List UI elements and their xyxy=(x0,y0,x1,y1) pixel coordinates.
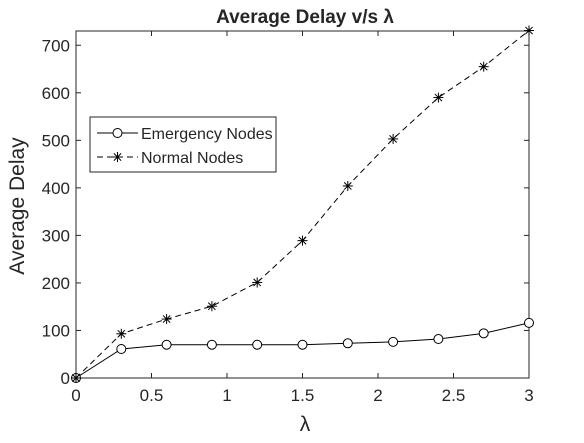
legend-circle-marker xyxy=(112,128,123,138)
chart-title: Average Delay v/s λ xyxy=(216,7,394,28)
x-tick-label: 0 xyxy=(71,386,80,405)
y-tick-label: 600 xyxy=(42,84,70,103)
data-point xyxy=(342,338,353,349)
x-tick-label: 2.5 xyxy=(442,386,466,405)
data-point xyxy=(478,61,489,72)
data-point xyxy=(71,373,81,383)
data-point xyxy=(524,25,534,36)
legend: Emergency Nodes Normal Nodes xyxy=(89,116,277,173)
legend-label: Emergency Nodes xyxy=(141,126,273,143)
y-tick-label: 400 xyxy=(42,179,70,198)
data-point xyxy=(161,314,172,325)
y-tick-label: 500 xyxy=(42,131,70,150)
x-tick-label: 1.5 xyxy=(291,386,315,405)
y-tick-label: 0 xyxy=(61,369,70,388)
data-point xyxy=(252,339,263,350)
data-point xyxy=(433,334,444,345)
x-tick-label: 1 xyxy=(222,386,231,405)
data-point xyxy=(478,328,489,339)
data-point xyxy=(116,328,127,339)
x-tick-label: 2 xyxy=(373,386,382,405)
legend-label: Normal Nodes xyxy=(141,150,243,167)
y-tick-label: 200 xyxy=(42,274,70,293)
data-point xyxy=(206,339,217,350)
data-point xyxy=(297,339,308,350)
x-tick-label: 0.5 xyxy=(140,386,164,405)
y-axis-label: Average Delay xyxy=(6,137,29,275)
data-point xyxy=(388,336,399,347)
legend-asterisk-marker xyxy=(112,152,123,162)
data-point xyxy=(116,344,127,355)
data-point xyxy=(388,133,399,144)
data-point xyxy=(297,235,308,246)
legend-box xyxy=(89,116,277,173)
data-point xyxy=(524,317,534,328)
data-point xyxy=(161,339,172,350)
plot-layer: 0 0.5 1 1.5 2 2.5 3 0 100 200 300 400 500 600 700 xyxy=(42,25,534,405)
y-tick-label: 100 xyxy=(42,321,70,340)
data-point xyxy=(433,92,444,103)
data-point xyxy=(206,301,217,312)
x-tick-label: 3 xyxy=(524,386,533,405)
data-point xyxy=(252,277,263,288)
y-tick-label: 700 xyxy=(42,36,70,55)
data-point xyxy=(342,180,353,191)
x-axis-label: λ xyxy=(300,413,311,436)
y-tick-label: 300 xyxy=(42,226,70,245)
